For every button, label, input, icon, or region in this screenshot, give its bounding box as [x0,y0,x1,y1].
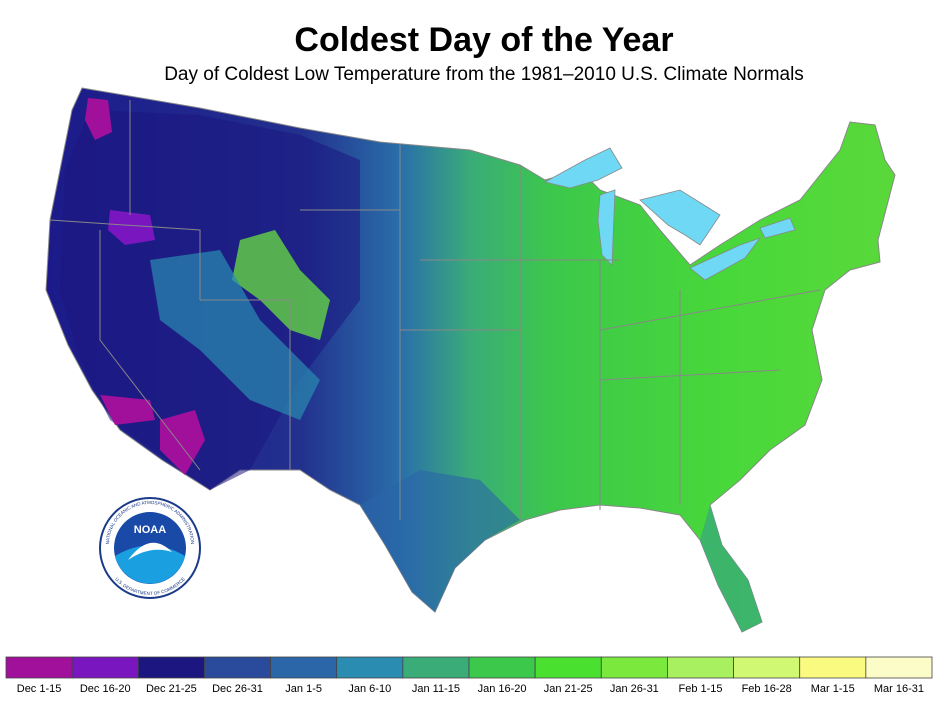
legend-label: Mar 1-15 [811,683,855,695]
legend-swatch [204,656,271,679]
logo-name: NOAA [134,524,166,536]
title: Coldest Day of the Year [294,21,673,59]
legend-swatch [402,656,470,679]
legend-swatch [5,656,73,679]
legend-swatch [600,656,668,679]
legend-label: Jan 11-15 [412,683,460,695]
legend-label: Jan 16-20 [478,683,527,695]
legend-swatch [865,656,933,679]
legend-swatch [137,656,205,679]
purple-ca2 [100,395,155,425]
purple-or [108,210,155,245]
legend-swatch [468,656,536,679]
legend-swatch [667,656,734,679]
legend-swatch [799,656,867,679]
florida-teal [700,505,762,632]
legend: Dec 1-15 Dec 16-20 Dec 21-25 Dec 26-31 Jan 1… [5,656,933,695]
legend-label: Feb 1-15 [678,683,722,695]
legend-label: Dec 16-20 [80,683,131,695]
legend-label: Dec 26-31 [212,683,263,695]
legend-swatch [336,656,404,679]
legend-swatch [270,656,338,679]
legend-label: Jan 26-31 [610,683,659,695]
legend-label: Jan 21-25 [544,683,593,695]
legend-swatch [534,656,602,679]
legend-label: Feb 16-28 [742,683,792,695]
subtitle: Day of Coldest Low Temperature from the … [164,64,804,85]
legend-label: Mar 16-31 [874,683,924,695]
rockies-teal [150,250,320,420]
us-map [45,87,896,633]
legend-label: Dec 21-25 [146,683,197,695]
legend-swatch [733,656,801,679]
legend-swatch [71,656,139,679]
rockies-green [232,230,330,340]
purple-ca [160,410,205,475]
state-lines [49,100,821,520]
purple-wa [85,98,112,140]
legend-label: Jan 1-5 [285,683,322,695]
logo-bird [128,542,172,560]
legend-label: Jan 6-10 [348,683,391,695]
legend-label: Dec 1-15 [17,683,62,695]
noaa-logo: NOAA NATIONAL OCEANIC AND ATMOSPHERIC AD… [99,497,201,599]
